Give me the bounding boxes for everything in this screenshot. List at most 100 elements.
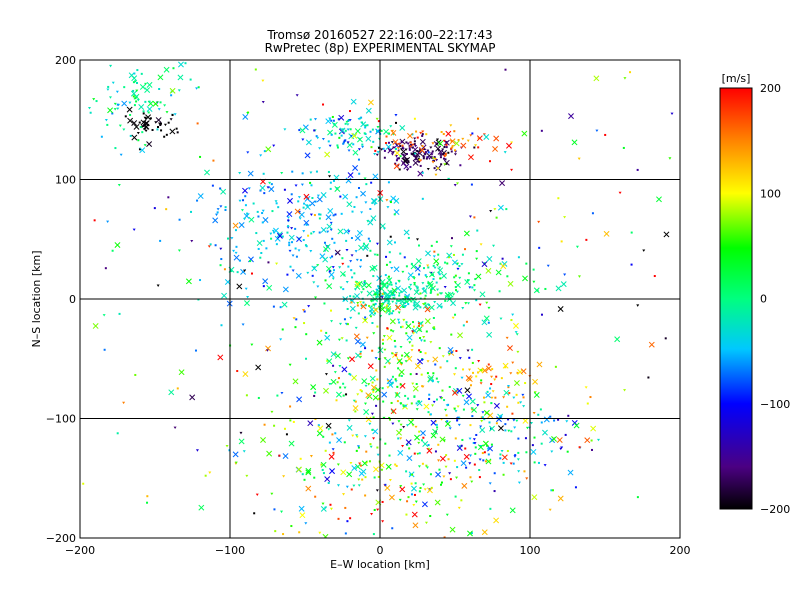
data-point [421, 501, 428, 508]
data-point [413, 140, 416, 143]
data-point [327, 245, 330, 248]
data-point [135, 100, 138, 103]
data-point [405, 323, 412, 330]
data-point [376, 126, 380, 129]
data-point [411, 473, 414, 476]
data-point [350, 269, 353, 272]
x-tick-label: −200 [65, 544, 95, 557]
data-point [138, 121, 141, 124]
data-point [457, 332, 463, 339]
data-point [341, 257, 344, 260]
data-point [139, 126, 142, 129]
data-point [365, 135, 372, 142]
data-point [149, 117, 152, 120]
data-point [286, 211, 293, 218]
data-point [401, 445, 405, 448]
data-point [399, 345, 403, 349]
data-point [447, 151, 450, 154]
data-point [113, 108, 117, 111]
data-point [383, 291, 386, 294]
data-point [190, 210, 193, 213]
data-point [350, 301, 353, 304]
data-point [344, 122, 347, 125]
data-point [371, 428, 374, 431]
data-point [144, 129, 148, 133]
data-point [425, 250, 431, 257]
data-point [396, 157, 399, 160]
data-point [374, 291, 378, 295]
data-point [549, 415, 552, 418]
data-point [324, 279, 327, 282]
data-point [538, 246, 541, 249]
data-point [107, 85, 110, 88]
data-point [509, 462, 513, 465]
data-point [647, 376, 650, 379]
data-point [136, 99, 140, 102]
data-point [437, 253, 440, 256]
data-point [430, 153, 434, 156]
data-point [138, 148, 141, 151]
data-point [354, 400, 357, 403]
data-point [428, 393, 431, 396]
data-point [376, 325, 379, 328]
data-point [429, 413, 432, 416]
data-point [363, 280, 366, 283]
data-point [391, 287, 398, 294]
data-point [146, 141, 153, 148]
data-point [370, 146, 373, 149]
data-point [426, 156, 429, 159]
data-point [473, 216, 476, 219]
data-point [493, 402, 500, 409]
data-point [160, 129, 163, 132]
data-point [389, 125, 393, 128]
data-point [327, 481, 330, 484]
data-point [184, 62, 187, 65]
data-point [498, 290, 501, 293]
data-point [277, 206, 280, 209]
data-point [387, 362, 391, 365]
data-point [139, 83, 146, 90]
data-point [470, 183, 473, 186]
data-point [92, 322, 99, 329]
data-point [123, 86, 126, 89]
data-point [389, 318, 396, 325]
data-point [389, 261, 392, 264]
data-point [356, 280, 363, 287]
data-point [444, 152, 447, 155]
data-point [209, 243, 212, 246]
data-point [438, 347, 441, 350]
data-point [468, 286, 472, 289]
data-point [302, 239, 305, 242]
data-point [419, 147, 425, 154]
data-point [260, 251, 263, 254]
data-point [361, 478, 364, 481]
data-point [411, 143, 415, 147]
data-point [515, 333, 519, 336]
data-point [443, 145, 446, 148]
data-point [280, 391, 284, 395]
data-point [346, 141, 350, 144]
data-point [424, 306, 431, 313]
data-point [462, 408, 465, 411]
data-point [358, 462, 362, 465]
data-point [348, 110, 351, 113]
data-point [332, 451, 335, 454]
data-point [320, 463, 323, 466]
data-point [400, 141, 403, 144]
data-point [118, 124, 122, 128]
data-point [399, 485, 403, 488]
data-point [316, 136, 320, 140]
data-point [349, 305, 356, 312]
data-point [429, 341, 433, 344]
data-point [268, 181, 272, 185]
data-point [327, 208, 334, 214]
data-point [482, 459, 485, 462]
data-point [144, 100, 147, 103]
data-point [636, 496, 639, 499]
data-point [144, 87, 151, 93]
data-point [500, 377, 503, 380]
data-point [316, 339, 323, 346]
data-point [129, 134, 132, 137]
data-point [395, 121, 398, 124]
x-tick-label: −100 [215, 544, 245, 557]
